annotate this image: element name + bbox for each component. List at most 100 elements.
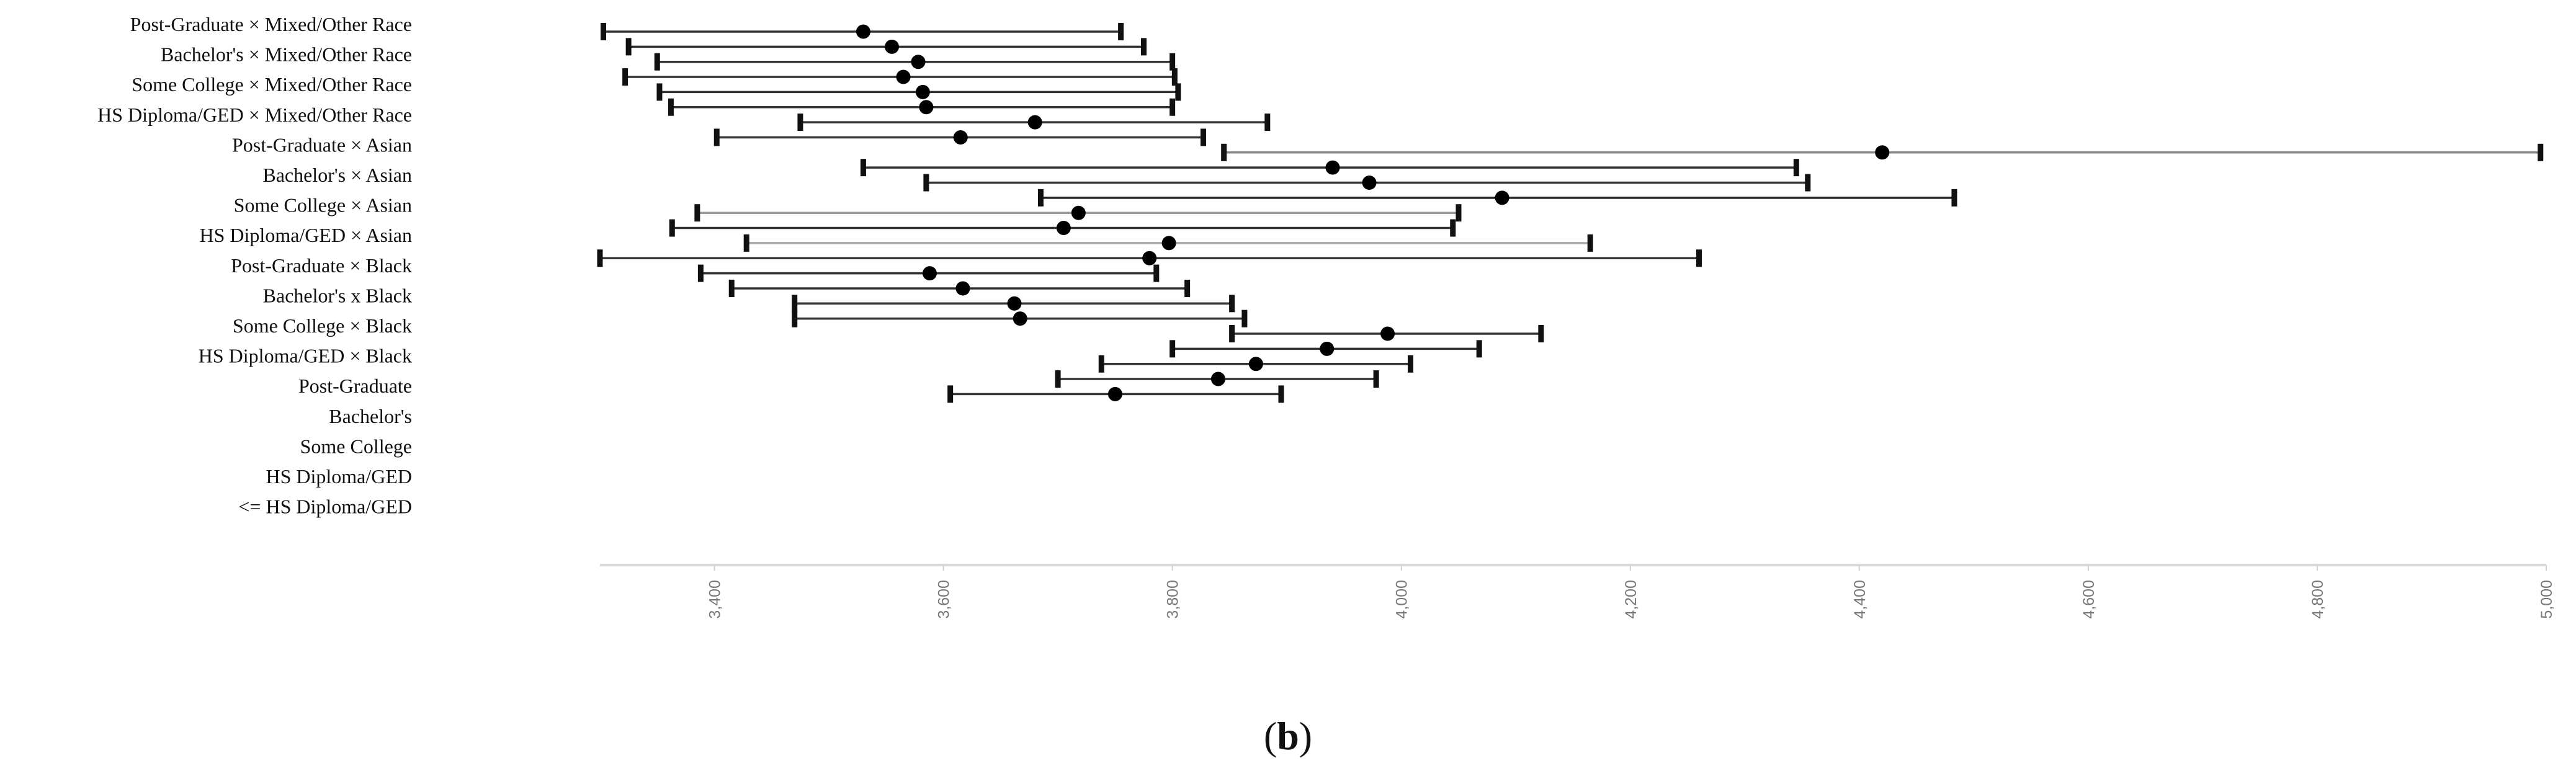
interval-cap-high (1793, 159, 1799, 177)
interval-cap-low (1037, 189, 1044, 207)
interval-cap-low (713, 128, 720, 146)
category-label: Bachelor's (329, 405, 412, 427)
interval-row (625, 38, 1147, 56)
interval-cap-high (1184, 279, 1191, 297)
interval-row (792, 295, 1235, 313)
interval-cap-low (797, 114, 803, 131)
point-estimate (1142, 251, 1157, 265)
interval-cap-high (1278, 385, 1284, 403)
x-tick-label: 4,200 (1622, 580, 1640, 619)
x-tick-label: 4,600 (2080, 580, 2098, 619)
interval-row (797, 114, 1271, 131)
interval-cap-low (728, 279, 735, 297)
category-label: Post-Graduate × Mixed/Other Race (130, 13, 412, 35)
point-estimate (1875, 145, 1890, 160)
point-estimate (919, 100, 934, 115)
interval-cap-low (597, 249, 603, 267)
point-estimate (1013, 311, 1027, 326)
interval-row (654, 53, 1176, 71)
interval-row (1229, 325, 1544, 342)
category-labels: Post-Graduate × Mixed/Other Race Bachelor… (97, 13, 412, 518)
interval-row (601, 23, 1124, 40)
interval-row (1098, 355, 1413, 373)
interval-cap-low (622, 68, 628, 86)
point-estimate (896, 69, 911, 84)
interval-cap-high (1450, 219, 1456, 237)
interval-cap-low (743, 234, 749, 252)
interval-row (697, 264, 1160, 282)
x-tick-label: 3,400 (707, 580, 724, 619)
category-label: <= HS Diploma/GED (238, 496, 412, 518)
interval-row (792, 310, 1248, 327)
point-estimate (885, 39, 900, 54)
category-label: HS Diploma/GED × Black (199, 345, 412, 367)
category-label: Bachelor's x Black (263, 284, 412, 306)
interval-cap-high (1175, 83, 1181, 101)
interval-cap-low (654, 53, 660, 71)
interval-row (597, 249, 1702, 267)
interval-cap-low (668, 98, 674, 116)
point-estimate (922, 266, 937, 281)
interval-row (1037, 189, 1957, 207)
point-estimate (1325, 160, 1340, 175)
interval-cap-low (694, 204, 700, 222)
interval-row (713, 128, 1206, 146)
interval-cap-low (860, 159, 866, 177)
interval-cap-high (1805, 174, 1811, 192)
point-estimate (1161, 236, 1176, 251)
point-estimate (911, 55, 926, 69)
interval-row (1055, 370, 1379, 388)
interval-row (947, 385, 1284, 403)
point-estimate (1380, 326, 1395, 341)
interval-cap-high (1476, 340, 1482, 358)
point-estimate (1071, 205, 1086, 220)
interval-cap-high (1169, 98, 1176, 116)
interval-cap-low (1098, 355, 1104, 373)
point-estimate (1107, 386, 1122, 401)
interval-row (656, 83, 1181, 101)
interval-cap-low (947, 385, 954, 403)
confidence-intervals (597, 23, 2544, 403)
caption-letter: b (1277, 714, 1299, 758)
point-estimate (1362, 176, 1377, 190)
interval-cap-high (1456, 204, 1462, 222)
caption-close: ) (1299, 714, 1313, 758)
interval-cap-high (1241, 310, 1248, 327)
point-estimate (1248, 357, 1263, 372)
point-estimate (1056, 221, 1071, 236)
interval-row (668, 98, 1176, 116)
point-estimate (1320, 341, 1335, 356)
category-label: HS Diploma/GED × Mixed/Other Race (97, 104, 412, 126)
category-label: Post-Graduate × Black (231, 254, 412, 277)
category-label: HS Diploma/GED × Asian (200, 224, 412, 246)
interval-cap-high (1951, 189, 1957, 207)
point-estimate (856, 24, 870, 39)
interval-cap-low (656, 83, 663, 101)
interval-cap-low (792, 295, 798, 313)
interval-cap-high (1200, 128, 1206, 146)
interval-cap-high (1407, 355, 1413, 373)
interval-row (622, 68, 1178, 86)
interval-cap-low (697, 264, 704, 282)
point-estimate (1007, 296, 1022, 311)
category-label: Post-Graduate (298, 375, 412, 397)
category-label: HS Diploma/GED (266, 465, 412, 488)
x-tick-label: 4,000 (1393, 580, 1411, 619)
interval-cap-high (1587, 234, 1593, 252)
x-axis: 3,400 3,600 3,800 4,000 4,200 4,400 4,600 4,800… (600, 564, 2556, 619)
x-tick-label: 4,400 (1851, 580, 1869, 619)
interval-cap-high (1169, 53, 1176, 71)
interval-cap-high (1264, 114, 1271, 131)
interval-cap-low (792, 310, 798, 327)
interval-row (860, 159, 1799, 177)
caption-open: ( (1263, 714, 1277, 758)
interval-cap-low (1221, 143, 1227, 161)
category-label: Some College × Asian (234, 194, 412, 216)
figure-caption: (b) (0, 713, 2576, 759)
interval-row (1221, 143, 2544, 161)
point-estimate (1027, 115, 1042, 130)
x-tick-label: 4,800 (2309, 580, 2327, 619)
point-estimate (1495, 190, 1509, 205)
interval-row (1169, 340, 1482, 358)
point-estimate (953, 130, 968, 145)
